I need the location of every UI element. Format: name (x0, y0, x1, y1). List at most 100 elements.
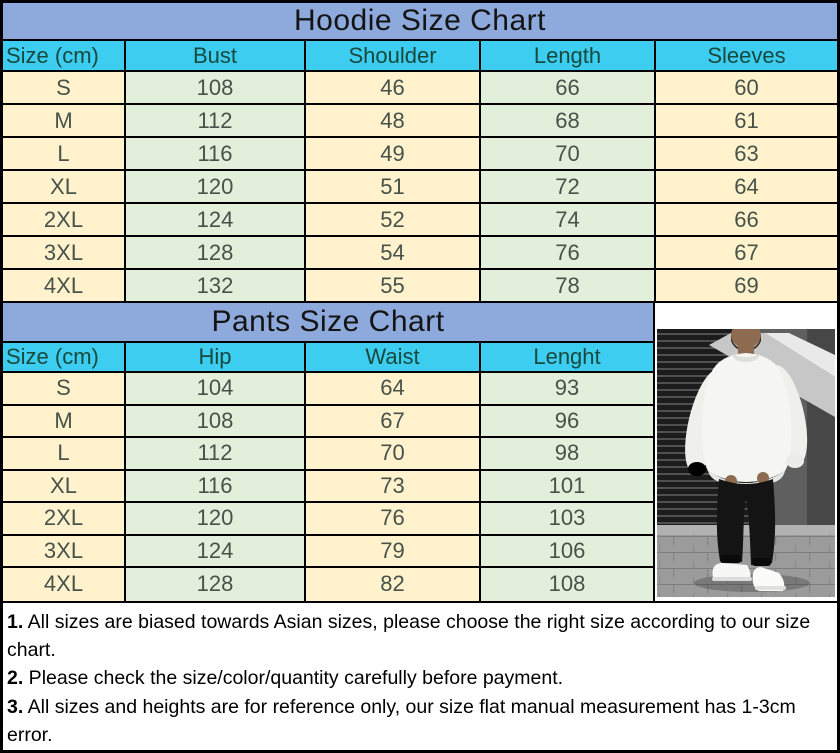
value-cell: 60 (656, 72, 837, 103)
column-header-lenght: Lenght (481, 343, 653, 371)
size-cell: S (3, 373, 126, 404)
note-2-number: 2. (7, 667, 24, 690)
note-2: 2. Please check the size/color/quantity … (7, 664, 829, 692)
value-cell: 70 (481, 138, 656, 169)
table-row: 2XL 120 76 103 (3, 503, 653, 536)
value-cell: 64 (656, 171, 837, 202)
table-row: 3XL 124 79 106 (3, 535, 653, 568)
size-cell: S (3, 72, 126, 103)
table-row: S 104 64 93 (3, 373, 653, 406)
column-header-waist: Waist (306, 343, 481, 371)
photo-cell (655, 303, 837, 601)
value-cell: 79 (306, 535, 481, 566)
value-cell: 66 (656, 204, 837, 235)
value-cell: 61 (656, 105, 837, 136)
hoodie-size-table: Size (cm) Bust Shoulder Length Sleeves S 108 46… (3, 41, 837, 303)
table-row: 4XL 128 82 108 (3, 568, 653, 601)
column-header-bust: Bust (126, 41, 306, 70)
model-photo (657, 329, 835, 597)
value-cell: 112 (126, 105, 306, 136)
note-3-text: All sizes and heights are for reference … (7, 695, 796, 747)
column-header-length: Length (481, 41, 656, 70)
value-cell: 124 (126, 204, 306, 235)
value-cell: 54 (306, 237, 481, 268)
value-cell: 104 (126, 373, 306, 404)
column-header-sleeves: Sleeves (656, 41, 837, 70)
note-3: 3. All sizes and heights are for referen… (7, 693, 829, 750)
value-cell: 78 (481, 270, 656, 301)
value-cell: 116 (126, 470, 306, 501)
value-cell: 96 (481, 405, 653, 436)
value-cell: 98 (481, 438, 653, 469)
value-cell: 101 (481, 470, 653, 501)
note-1-number: 1. (7, 610, 24, 633)
header-row: Size (cm) Bust Shoulder Length Sleeves (3, 41, 837, 72)
size-cell: L (3, 438, 126, 469)
value-cell: 49 (306, 138, 481, 169)
value-cell: 68 (481, 105, 656, 136)
value-cell: 132 (126, 270, 306, 301)
table-row: 4XL 132 55 78 69 (3, 270, 837, 303)
table-row: L 112 70 98 (3, 438, 653, 471)
value-cell: 55 (306, 270, 481, 301)
table-row: 3XL 128 54 76 67 (3, 237, 837, 270)
value-cell: 82 (306, 568, 481, 601)
size-cell: XL (3, 171, 126, 202)
value-cell: 51 (306, 171, 481, 202)
curb (657, 525, 835, 537)
size-cell: 3XL (3, 535, 126, 566)
pants-and-photo-section: Pants Size Chart Size (cm) Hip Waist Lenght… (3, 303, 837, 601)
size-cell: 2XL (3, 204, 126, 235)
size-cell: XL (3, 470, 126, 501)
column-header-size-cm: Size (cm) (3, 343, 126, 371)
size-cell: 2XL (3, 503, 126, 534)
value-cell: 76 (306, 503, 481, 534)
table-row: M 108 67 96 (3, 405, 653, 438)
header-row: Size (cm) Hip Waist Lenght (3, 343, 653, 373)
value-cell: 74 (481, 204, 656, 235)
size-cell: M (3, 405, 126, 436)
notes-section: 1. All sizes are biased towards Asian si… (3, 600, 837, 750)
table-row: S 108 46 66 60 (3, 72, 837, 105)
value-cell: 93 (481, 373, 653, 404)
size-cell: 3XL (3, 237, 126, 268)
value-cell: 120 (126, 171, 306, 202)
value-cell: 72 (481, 171, 656, 202)
value-cell: 112 (126, 438, 306, 469)
value-cell: 67 (656, 237, 837, 268)
column-header-shoulder: Shoulder (306, 41, 481, 70)
pants-size-table: Size (cm) Hip Waist Lenght S 104 64 93 M 108 67 96 L… (3, 343, 653, 601)
table-row: XL 120 51 72 64 (3, 171, 837, 204)
note-1-text: All sizes are biased towards Asian sizes… (7, 610, 811, 661)
table-row: 2XL 124 52 74 66 (3, 204, 837, 237)
value-cell: 67 (306, 405, 481, 436)
value-cell: 69 (656, 270, 837, 301)
value-cell: 128 (126, 568, 306, 601)
column-header-hip: Hip (126, 343, 306, 371)
size-cell: L (3, 138, 126, 169)
value-cell: 64 (306, 373, 481, 404)
column-header-size-cm: Size (cm) (3, 41, 126, 70)
value-cell: 120 (126, 503, 306, 534)
model-hand-right (757, 472, 769, 484)
table-row: M 112 48 68 61 (3, 105, 837, 138)
size-cell: 4XL (3, 270, 126, 301)
black-pants (716, 479, 776, 565)
table-row: L 116 49 70 63 (3, 138, 837, 171)
model-head (731, 329, 761, 348)
value-cell: 128 (126, 237, 306, 268)
model-figure (685, 329, 808, 591)
pants-block: Pants Size Chart Size (cm) Hip Waist Lenght… (3, 303, 655, 601)
note-3-number: 3. (7, 695, 24, 718)
note-2-text: Please check the size/color/quantity car… (23, 667, 564, 690)
ground-shadow (694, 574, 810, 592)
value-cell: 108 (481, 568, 653, 601)
value-cell: 106 (481, 535, 653, 566)
value-cell: 63 (656, 138, 837, 169)
value-cell: 103 (481, 503, 653, 534)
note-1: 1. All sizes are biased towards Asian si… (7, 608, 829, 665)
value-cell: 66 (481, 72, 656, 103)
value-cell: 116 (126, 138, 306, 169)
hoodie-chart-title: Hoodie Size Chart (3, 3, 837, 41)
